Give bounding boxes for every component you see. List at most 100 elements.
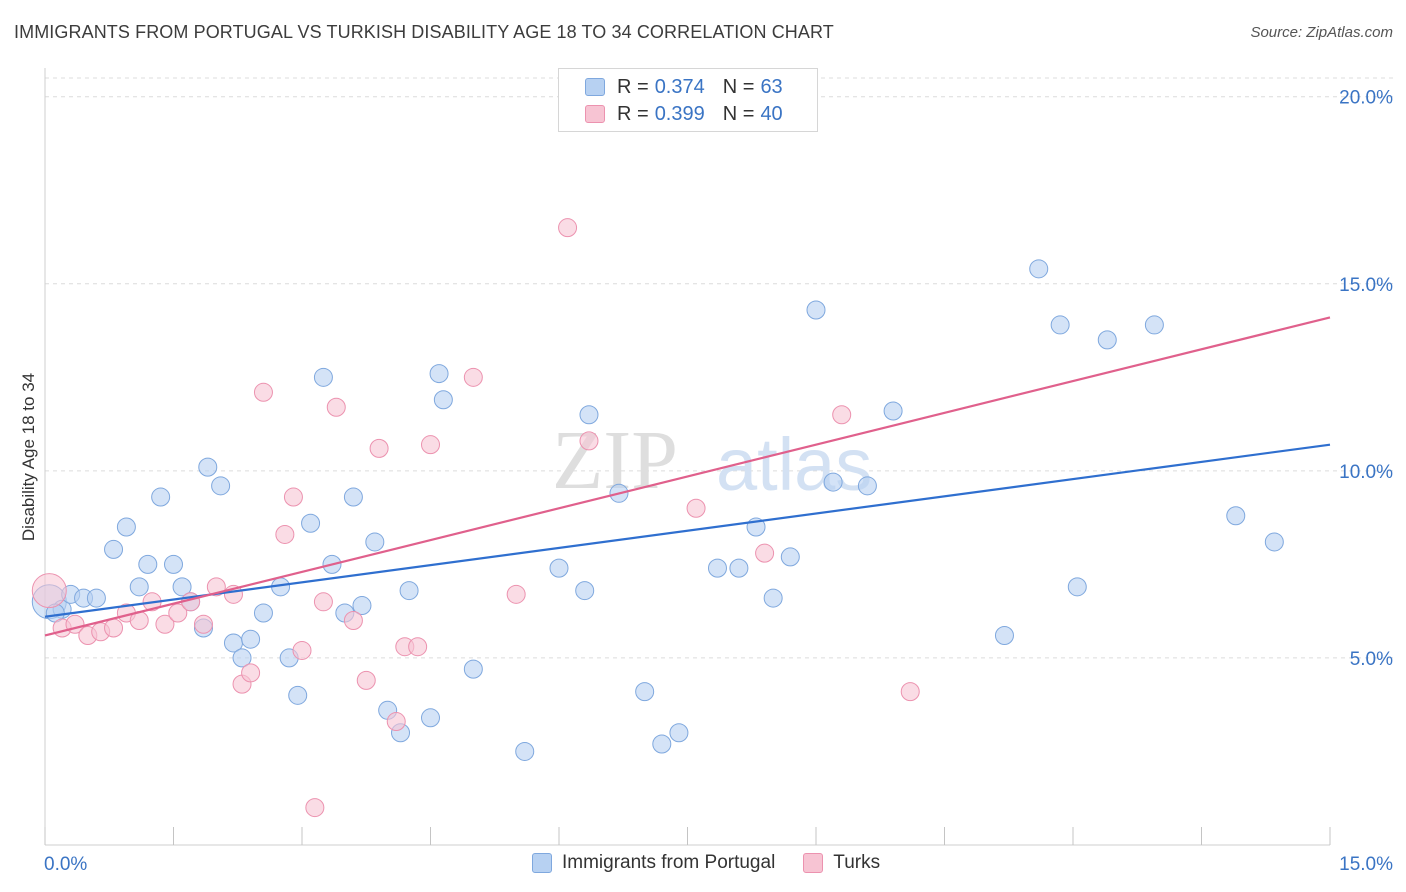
data-point	[138, 554, 158, 574]
data-point	[1067, 577, 1087, 597]
data-point	[558, 218, 578, 238]
blue-swatch	[532, 853, 552, 873]
data-point	[301, 513, 321, 533]
axis-layer	[44, 68, 1331, 846]
data-point	[1050, 315, 1070, 335]
data-point	[399, 581, 419, 601]
y-tick-label: 10.0%	[1339, 462, 1393, 483]
data-point	[421, 708, 440, 728]
pink-swatch	[803, 853, 824, 873]
data-point	[365, 532, 385, 552]
data-point	[857, 476, 877, 496]
trend-layer	[44, 316, 1331, 637]
data-point	[763, 588, 783, 608]
data-point	[356, 670, 376, 690]
data-point	[994, 625, 1014, 645]
data-point	[433, 390, 453, 410]
data-point	[164, 554, 183, 574]
data-point	[900, 682, 920, 702]
y-tick-label: 20.0%	[1339, 88, 1393, 109]
pink-swatch	[585, 105, 605, 123]
data-point	[104, 539, 124, 559]
chart-title: IMMIGRANTS FROM PORTUGAL VS TURKISH DISA…	[14, 22, 834, 42]
data-point	[579, 405, 599, 425]
data-point	[421, 435, 440, 455]
data-point	[707, 558, 727, 578]
data-point	[506, 584, 526, 604]
data-point	[1226, 506, 1246, 526]
data-point	[883, 401, 903, 421]
x-tick-label: 0.0%	[44, 854, 87, 875]
data-point	[1144, 315, 1164, 335]
data-point	[343, 611, 363, 631]
stats-legend: R = 0.374 N = 63 R = 0.399 N = 40	[558, 68, 818, 132]
data-point	[669, 723, 689, 743]
data-point	[211, 476, 231, 496]
y-tick-label: 15.0%	[1339, 275, 1393, 296]
data-point	[283, 487, 303, 507]
data-point	[253, 603, 273, 623]
data-point	[408, 637, 428, 657]
data-point	[369, 438, 389, 458]
data-point	[288, 685, 308, 705]
y-tick-label: 5.0%	[1350, 649, 1393, 670]
trend-line	[44, 316, 1331, 637]
data-point	[463, 659, 483, 679]
data-point	[313, 367, 333, 387]
data-point	[172, 577, 192, 597]
r-label: R =	[617, 102, 649, 125]
r-value: 0.374	[654, 75, 705, 98]
data-point	[155, 614, 175, 634]
stats-legend-row-turks: R = 0.399 N = 40	[585, 102, 783, 126]
legend-item-turks[interactable]: Turks	[803, 852, 880, 874]
points-layer	[31, 87, 1284, 818]
data-point	[326, 397, 346, 417]
n-value: 63	[760, 75, 783, 98]
data-point	[241, 629, 261, 649]
data-point	[575, 581, 595, 601]
data-point	[686, 498, 706, 518]
data-point	[275, 524, 295, 544]
stats-legend-row-portugal: R = 0.374 N = 63	[585, 75, 783, 99]
data-point	[832, 405, 852, 425]
series-legend: Immigrants from Portugal Turks	[532, 852, 908, 874]
x-tick-label: 15.0%	[1339, 854, 1393, 875]
data-point	[129, 577, 149, 597]
data-point	[823, 472, 843, 492]
data-point	[515, 741, 535, 761]
watermark: ZIP atlas	[552, 414, 872, 507]
data-point	[429, 364, 449, 384]
legend-label-portugal: Immigrants from Portugal	[562, 852, 776, 873]
label-layer: 5.0% 10.0% 15.0% 20.0% 0.0% 15.0% Disability A…	[19, 88, 1393, 875]
data-point	[755, 543, 775, 563]
data-point	[292, 640, 312, 660]
data-point	[305, 798, 325, 818]
data-point	[806, 300, 826, 320]
data-point	[352, 596, 372, 616]
n-value: 40	[760, 102, 783, 125]
data-point	[1264, 532, 1284, 552]
data-point	[86, 588, 106, 608]
data-point	[241, 663, 261, 683]
data-point	[635, 682, 655, 702]
data-point	[168, 603, 188, 623]
data-point	[729, 558, 749, 578]
data-point	[1097, 330, 1117, 350]
y-axis-label: Disability Age 18 to 34	[19, 373, 38, 541]
n-label: N =	[722, 102, 755, 125]
data-point	[386, 712, 406, 732]
data-point	[151, 487, 171, 507]
data-point	[463, 367, 483, 387]
data-point	[198, 457, 218, 477]
legend-item-portugal[interactable]: Immigrants from Portugal	[532, 852, 775, 874]
data-point	[549, 558, 569, 578]
data-point	[116, 517, 136, 537]
data-point	[193, 614, 213, 634]
data-point	[313, 592, 333, 612]
data-point	[652, 734, 672, 754]
data-point	[232, 648, 252, 668]
data-point	[780, 547, 800, 567]
chart-source: Source: ZipAtlas.com	[1250, 24, 1393, 41]
blue-swatch	[585, 78, 605, 96]
